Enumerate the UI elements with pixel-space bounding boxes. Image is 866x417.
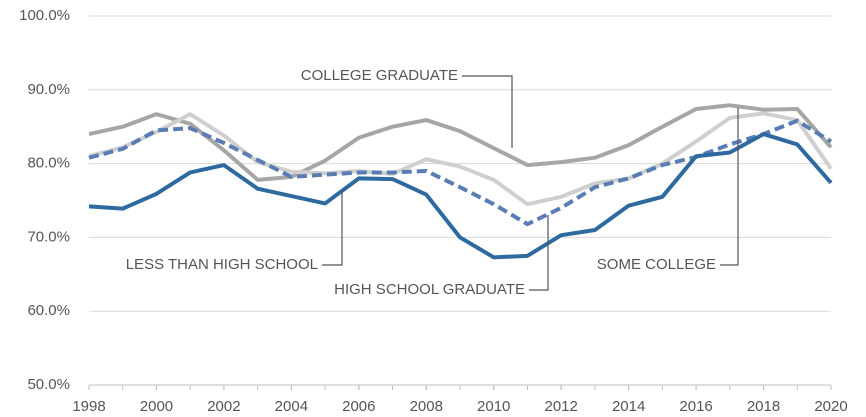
x-tick-label: 2010 [477, 398, 510, 415]
series-label: LESS THAN HIGH SCHOOL [126, 256, 318, 273]
y-tick-label: 60.0% [27, 302, 70, 319]
x-tick-label: 2020 [814, 398, 847, 415]
x-tick-label: 2000 [140, 398, 173, 415]
y-tick-label: 50.0% [27, 376, 70, 393]
x-tick-label: 2008 [410, 398, 443, 415]
x-tick-label: 2006 [342, 398, 375, 415]
series-label: HIGH SCHOOL GRADUATE [334, 281, 525, 298]
x-tick-label: 2014 [612, 398, 645, 415]
leader-line [720, 108, 739, 266]
x-tick-label: 2012 [544, 398, 577, 415]
y-tick-label: 100.0% [19, 7, 70, 24]
x-tick-label: 2002 [207, 398, 240, 415]
x-tick-label: 2018 [747, 398, 780, 415]
leader-line [322, 190, 343, 266]
x-tick-label: 1998 [72, 398, 105, 415]
y-tick-label: 90.0% [27, 81, 70, 98]
y-tick-label: 80.0% [27, 155, 70, 172]
series-line [88, 132, 833, 260]
leader-line [462, 75, 513, 148]
series-line [88, 111, 833, 207]
series-line [88, 118, 833, 227]
x-tick-label: 2004 [275, 398, 308, 415]
series-label: SOME COLLEGE [597, 256, 716, 273]
series-line [88, 103, 833, 182]
leader-line [529, 215, 549, 291]
y-tick-label: 70.0% [27, 228, 70, 245]
series-label: COLLEGE GRADUATE [301, 67, 458, 84]
x-tick-label: 2016 [679, 398, 712, 415]
